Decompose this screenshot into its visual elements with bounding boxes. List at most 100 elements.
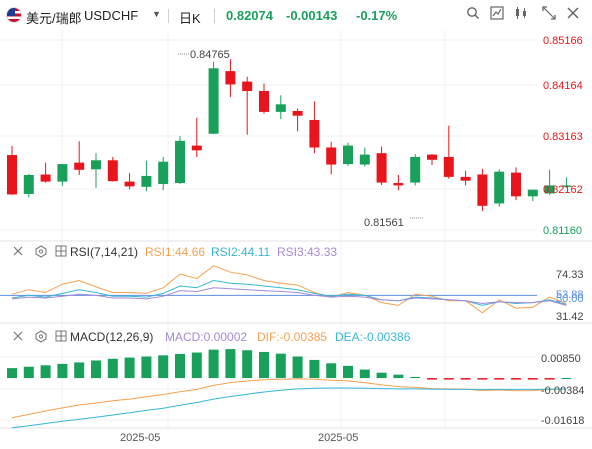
macd-tick: -0.01618 [541,415,584,427]
price-tick: 0.82162 [543,184,583,196]
rsi-axis: 74.33 53.88 50.00 31.42 [556,269,584,323]
close-icon[interactable] [13,331,23,341]
candle-body [494,171,505,204]
price-tick: 0.84164 [543,80,583,92]
rsi-tick: 53.88 [556,289,584,301]
close-icon[interactable] [13,246,23,256]
macd-bar [57,363,68,379]
symbol-name[interactable]: 美元/瑞郎 [26,11,82,26]
rsi-tick: 31.42 [556,311,584,323]
macd-tick: 0.00850 [541,353,581,365]
macd-bar [393,374,404,379]
macd-bar [158,355,169,379]
macd-bar [225,349,236,379]
rsi-line-1 [11,265,567,314]
macd-bar [544,378,555,380]
indicator-toggle-icon[interactable] [55,245,67,257]
last-price: 0.82074 [226,8,273,23]
macd-bar [7,368,17,379]
dif-value: DIF:-0.00385 [257,330,327,344]
macd-bar [511,378,521,380]
rsi-title: RSI(7,14,21) [70,245,138,259]
us-flag-icon [6,7,22,23]
macd-bar [40,365,51,379]
candle-body [40,174,51,182]
candle-body [57,164,68,182]
grid [0,30,537,428]
macd-value: MACD:0.00002 [165,330,247,344]
candle-body [259,91,269,112]
candle-body [376,153,387,183]
macd-bar [141,356,152,379]
macd-title: MACD(12,26,9) [70,330,153,344]
candle-body [141,175,152,187]
macd-axis: 0.00850 -0.00384 -0.01618 [541,353,584,427]
macd-bar [561,378,572,380]
rsi1-value: RSI1:44.66 [145,245,205,259]
time-tick: 2025-05 [120,432,160,444]
price-change: -0.00143 [286,8,338,23]
rsi-tick: 74.33 [556,269,584,281]
macd-bar [477,378,488,380]
macd-bar [124,357,135,379]
settings-icon[interactable] [35,330,47,343]
rsi3-value: RSI3:43.33 [277,245,337,259]
dea-value: DEA:-0.00386 [335,330,411,344]
interval-selector[interactable]: 日K [179,11,201,26]
chevron-down-icon[interactable]: ▼ [152,9,161,19]
macd-bar [91,360,101,379]
macd-bar [309,359,320,379]
macd-bar [359,369,370,379]
search-icon[interactable] [464,6,482,24]
rsi-header: RSI(7,14,21) RSI1:44.66 RSI2:44.11 RSI3:… [13,245,337,259]
chart-header: 美元/瑞郎 USDCHF ▼ 日K 0.82074 -0.00143 -0.17… [0,0,592,30]
candle-body [292,110,303,116]
candle-body [460,176,471,181]
macd-bar [74,362,85,379]
fullscreen-icon[interactable] [540,6,558,24]
time-axis: 2025-05 2025-05 [120,432,358,444]
rsi2-value: RSI2:44.11 [211,245,270,259]
dea-line [11,387,567,429]
candle-body [107,160,118,182]
chart-type-icon[interactable] [488,6,506,24]
macd-header: MACD(12,26,9) MACD:0.00002 DIF:-0.00385 … [13,330,411,344]
time-tick: 2025-05 [318,432,358,444]
candle-body [309,119,320,148]
high-label: 0.84765 [190,49,230,61]
candle-body [477,174,488,206]
symbol-code[interactable]: USDCHF [84,8,139,23]
macd-bar [23,366,34,379]
price-change-percent: -0.17% [356,8,398,23]
candlestick-series [7,59,572,212]
indicator-toggle-icon[interactable] [55,330,67,342]
candle-body [544,185,555,194]
candle-body [7,155,17,195]
candle-body [343,145,353,165]
macd-bar [527,378,538,380]
candle-body [393,183,404,186]
settings-icon[interactable] [35,245,47,258]
macd-bar [242,350,253,379]
candle-body [511,172,521,197]
candle-body [191,145,202,151]
macd-lines [11,378,567,429]
indicators-icon[interactable] [512,6,530,24]
candle-body [275,104,286,112]
macd-bar [376,372,387,379]
candle-body [410,156,421,183]
close-icon[interactable] [564,6,582,24]
candle-body [124,181,135,187]
candle-body [225,71,236,85]
macd-bar [208,349,219,379]
price-axis: 0.85166 0.84164 0.83163 0.82162 0.81160 [543,35,583,237]
dif-line [11,378,567,419]
candle-body [561,185,572,187]
macd-bar [494,378,505,380]
candle-body [326,147,337,165]
macd-tick: -0.00384 [541,385,584,397]
macd-bar [275,353,286,379]
macd-bar [343,365,353,379]
macd-bar [259,351,269,379]
